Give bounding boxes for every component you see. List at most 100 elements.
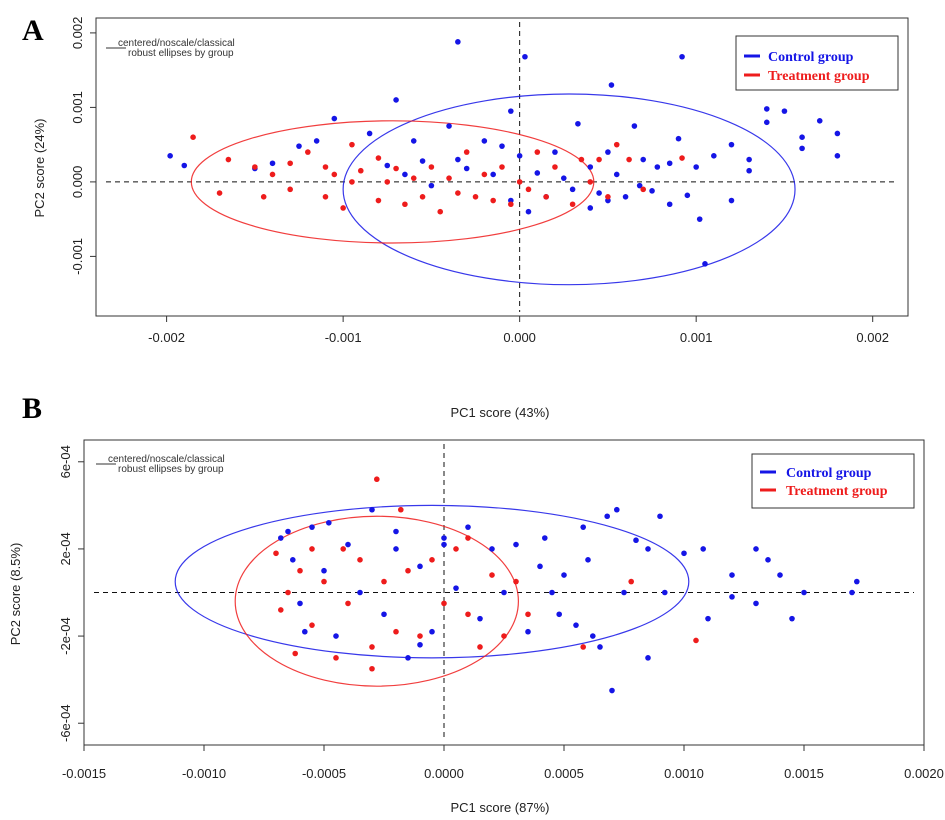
control-point (561, 572, 567, 578)
control-point (575, 120, 581, 127)
treatment-point (525, 611, 531, 618)
control-point (621, 589, 627, 596)
control-point (679, 53, 685, 60)
treatment-point (190, 134, 196, 140)
treatment-point (626, 156, 632, 163)
treatment-point (369, 665, 375, 672)
y-tick-label: 6e-04 (58, 445, 73, 478)
control-point (649, 188, 655, 194)
treatment-point (322, 194, 329, 200)
treatment-point (417, 633, 423, 639)
control-point (446, 123, 452, 129)
control-point (700, 546, 706, 552)
x-tick-label: -0.0015 (62, 766, 106, 781)
control-point (542, 535, 548, 541)
control-point (777, 572, 783, 578)
treatment-point (428, 164, 435, 170)
panel-b-letter: B (22, 392, 42, 425)
treatment-point (322, 164, 329, 170)
treatment-point (477, 644, 483, 650)
control-point (597, 644, 603, 650)
method-line1-a: centered/noscale/classical (118, 38, 235, 49)
control-point (789, 615, 795, 622)
control-point (556, 611, 562, 618)
treatment-point (410, 175, 417, 181)
control-point (290, 557, 296, 563)
treatment-point (292, 650, 299, 657)
points-a (167, 39, 841, 267)
control-point (645, 546, 651, 552)
legend-control-label-a: Control group (768, 50, 854, 65)
y-tick-label: 0.000 (70, 166, 85, 199)
treatment-point (501, 633, 507, 639)
control-point (384, 162, 391, 169)
control-point (357, 589, 363, 596)
control-point (746, 167, 752, 174)
control-point (834, 130, 841, 137)
control-point (326, 519, 332, 526)
treatment-point (628, 578, 634, 585)
treatment-point (596, 156, 602, 163)
control-point (573, 622, 579, 628)
control-point (366, 130, 373, 137)
treatment-point (580, 644, 586, 650)
treatment-point (398, 506, 404, 513)
method-line2-b: robust ellipses by group (118, 464, 224, 475)
treatment-point (260, 194, 267, 200)
control-point (285, 528, 291, 535)
reference-lines-a (106, 22, 898, 312)
treatment-ellipse (234, 515, 519, 687)
y-axis-title-b: PC2 score (8.5%) (8, 543, 23, 646)
control-point (640, 156, 647, 163)
y-tick-label: 2e-04 (58, 532, 73, 565)
control-point (705, 615, 711, 622)
treatment-point (693, 637, 699, 644)
control-point (781, 108, 788, 114)
x-tick-label: 0.0000 (424, 766, 464, 781)
treatment-point (287, 186, 293, 193)
x-tick-label: 0.0005 (544, 766, 584, 781)
control-point (490, 171, 496, 178)
control-point (302, 628, 308, 635)
x-tick-label: 0.000 (503, 330, 536, 345)
points-b (273, 476, 860, 694)
treatment-point (569, 201, 576, 208)
treatment-point (525, 186, 532, 193)
control-point (799, 145, 805, 152)
treatment-point (287, 160, 293, 167)
control-point (596, 190, 602, 196)
control-point (753, 546, 759, 552)
control-point (681, 550, 687, 557)
control-point (854, 578, 860, 585)
control-ellipse (342, 93, 796, 286)
control-point (604, 513, 610, 520)
treatment-point (465, 535, 471, 541)
control-point (345, 541, 351, 548)
treatment-point (552, 164, 558, 170)
control-point (393, 97, 399, 103)
control-point (666, 201, 673, 208)
control-point (477, 615, 483, 622)
control-point (333, 633, 339, 639)
ellipses-b (174, 504, 690, 687)
control-point (684, 192, 691, 199)
treatment-point (285, 589, 291, 596)
treatment-point (340, 205, 346, 211)
control-point (309, 524, 315, 530)
treatment-point (543, 194, 549, 200)
control-point (693, 164, 699, 170)
x-tick-label: -0.0005 (302, 766, 346, 781)
control-point (633, 537, 639, 544)
control-point (605, 149, 611, 155)
control-point (313, 138, 320, 144)
treatment-point (587, 179, 594, 185)
treatment-point (490, 197, 496, 204)
control-point (417, 563, 423, 570)
treatment-point (375, 197, 382, 204)
treatment-point (513, 578, 519, 585)
treatment-point (405, 567, 411, 574)
control-point (834, 153, 841, 159)
control-point (609, 687, 615, 694)
treatment-point (455, 190, 461, 196)
